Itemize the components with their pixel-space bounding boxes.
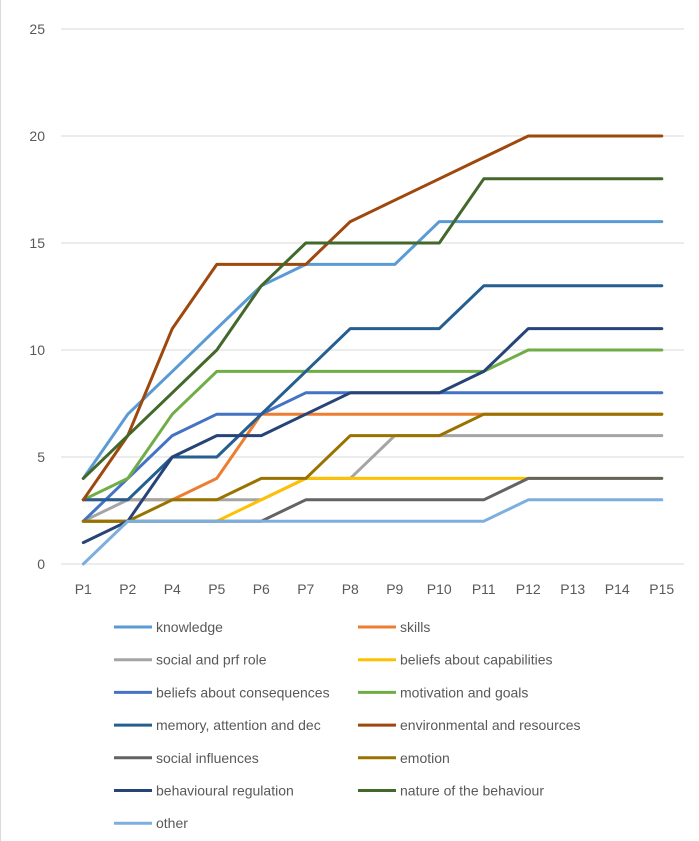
x-tick-label: P5 [208,581,225,597]
series-line-behavioural-regulation [81,327,664,545]
legend-entry: motivation and goals [358,684,528,700]
series-lines [81,134,664,566]
series-line-knowledge [81,220,664,480]
series-line-other [81,498,664,566]
x-tick-label: P9 [386,581,403,597]
x-tick-label: P1 [75,581,92,597]
legend-entry: other [114,815,188,831]
legend-label: knowledge [156,619,223,635]
y-tick-label: 15 [29,235,45,251]
legend-entry: beliefs about capabilities [358,652,553,668]
x-tick-label: P4 [164,581,181,597]
legend-label: social influences [156,750,259,766]
legend-label: beliefs about consequences [156,684,330,700]
series-line-emotion [81,412,664,523]
legend-label: skills [400,619,430,635]
x-tick-label: P11 [472,581,496,597]
legend-entry: skills [358,619,430,635]
series-line-environmental-and-resources [81,134,664,502]
legend-label: nature of the behaviour [400,783,544,799]
x-tick-label: P14 [605,581,630,597]
x-tick-label: P10 [427,581,452,597]
legend: knowledge skills social and prf role belief… [114,619,581,831]
legend-label: emotion [400,750,450,766]
legend-label: memory, attention and dec [156,717,321,733]
legend-label: social and prf role [156,652,267,668]
x-tick-label: P6 [253,581,270,597]
x-tick-label: P12 [516,581,541,597]
legend-entry: memory, attention and dec [114,717,321,733]
legend-entry: environmental and resources [358,717,581,733]
legend-entry: nature of the behaviour [358,783,544,799]
x-tick-label: P8 [342,581,359,597]
x-tick-label: P15 [649,581,674,597]
x-tick-label: P2 [119,581,136,597]
y-tick-label: 20 [29,128,45,144]
legend-entry: social influences [114,750,259,766]
y-tick-label: 10 [29,342,45,358]
legend-entry: social and prf role [114,652,267,668]
legend-label: other [156,815,188,831]
legend-label: beliefs about capabilities [400,652,553,668]
x-tick-label: P13 [560,581,585,597]
series-line-memory-attention-and-dec [81,284,664,502]
legend-label: motivation and goals [400,684,528,700]
y-tick-label: 0 [37,556,45,572]
x-tick-label: P7 [297,581,314,597]
series-line-nature-of-the-behaviour [81,177,664,480]
legend-entry: knowledge [114,619,223,635]
axes: 0 5 10 15 20 25 P1 P2 P4 P5 P6 P7 P8 P9 P10 P11 P12 P13 P1… [29,21,684,597]
y-tick-label: 25 [29,21,45,37]
legend-label: behavioural regulation [156,783,294,799]
series-line-motivation-and-goals [81,348,664,502]
legend-label: environmental and resources [400,717,581,733]
legend-entry: beliefs about consequences [114,684,330,700]
legend-entry: emotion [358,750,450,766]
y-tick-label: 5 [37,449,45,465]
legend-entry: behavioural regulation [114,783,294,799]
